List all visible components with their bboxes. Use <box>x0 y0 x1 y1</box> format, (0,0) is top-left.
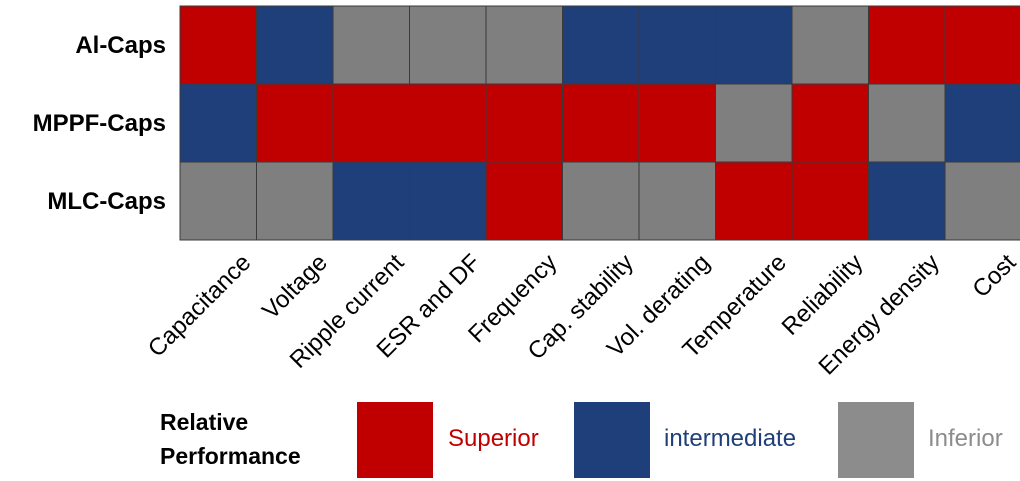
heatmap-cell <box>638 5 716 85</box>
legend-swatch-intermediate <box>574 402 650 478</box>
heatmap-cell <box>179 161 257 241</box>
heatmap-cell <box>944 161 1020 241</box>
heatmap-cell <box>332 83 410 163</box>
heatmap-cell <box>791 161 869 241</box>
heatmap-cell <box>562 161 640 241</box>
heatmap-cell <box>409 83 487 163</box>
heatmap-cell <box>868 5 946 85</box>
heatmap-cell <box>485 161 563 241</box>
heatmap-cell <box>868 161 946 241</box>
heatmap-cell <box>638 83 716 163</box>
heatmap-cell <box>791 5 869 85</box>
heatmap-cell <box>409 161 487 241</box>
legend-swatch-inferior <box>838 402 914 478</box>
legend-title: Relative Performance <box>160 405 301 473</box>
heatmap-cell <box>562 83 640 163</box>
row-label: Al-Caps <box>75 32 166 59</box>
heatmap-cell <box>332 161 410 241</box>
heatmap-cell <box>715 83 793 163</box>
heatmap-chart: Al-Caps MPPF-Caps MLC-Caps Capacitance Volt… <box>33 5 1020 381</box>
heatmap-cell <box>562 5 640 85</box>
legend-title-line2: Performance <box>160 443 301 469</box>
heatmap-cell <box>409 5 487 85</box>
heatmap-cells <box>179 5 1020 241</box>
heatmap-cell <box>179 83 257 163</box>
legend-label-superior: Superior <box>448 425 539 452</box>
heatmap-cell <box>638 161 716 241</box>
column-label: Capacitance <box>143 249 256 362</box>
heatmap-cell <box>944 5 1020 85</box>
heatmap-cell <box>179 5 257 85</box>
heatmap-cell <box>715 161 793 241</box>
heatmap-cell <box>256 5 334 85</box>
column-label: Cost <box>967 249 1020 303</box>
row-label: MLC-Caps <box>47 188 166 215</box>
column-label: Voltage <box>257 249 333 325</box>
legend-swatch-superior <box>357 402 433 478</box>
row-label: MPPF-Caps <box>33 110 166 137</box>
heatmap-cell <box>256 83 334 163</box>
heatmap-cell <box>715 5 793 85</box>
heatmap-cell <box>868 83 946 163</box>
heatmap-cell <box>485 5 563 85</box>
row-labels: Al-Caps MPPF-Caps MLC-Caps <box>33 32 166 215</box>
heatmap-cell <box>485 83 563 163</box>
legend-title-line1: Relative <box>160 409 249 435</box>
heatmap-cell <box>256 161 334 241</box>
heatmap-cell <box>944 83 1020 163</box>
legend-label-inferior: Inferior <box>928 425 1003 452</box>
heatmap-cell <box>332 5 410 85</box>
legend-label-intermediate: intermediate <box>664 425 797 452</box>
heatmap-cell <box>791 83 869 163</box>
